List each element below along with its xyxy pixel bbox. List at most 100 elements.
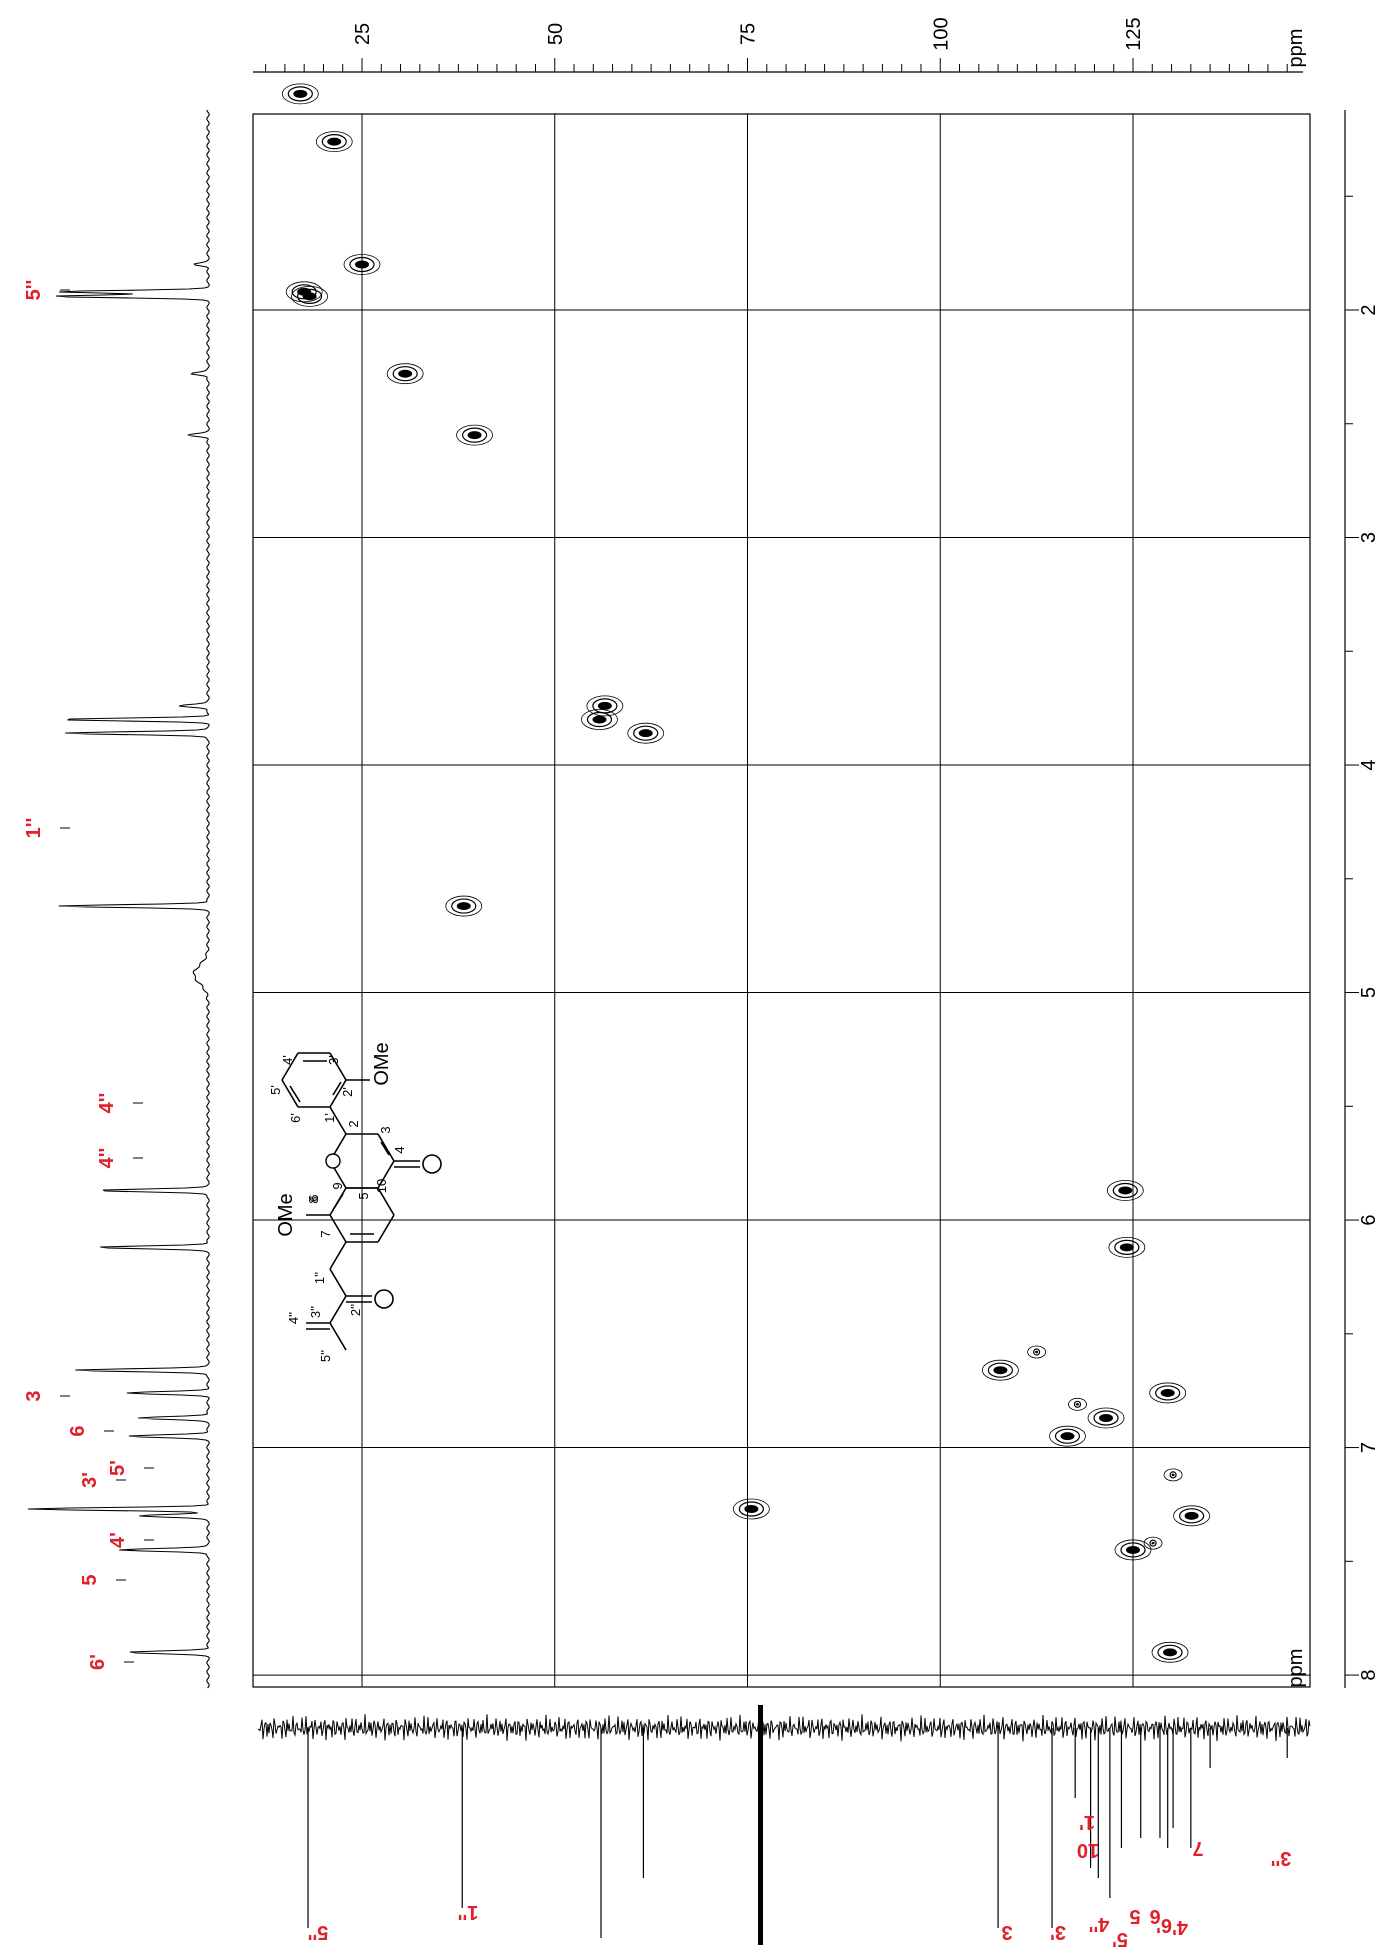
carbon-tick-label: 25 (352, 23, 374, 45)
proton-peak-label: 4'' (96, 1093, 118, 1114)
cross-peak-outer-contour (1151, 1641, 1189, 1663)
cross-peak-core (1171, 1473, 1175, 1477)
ring-b-atom-label: 2' (340, 1087, 355, 1097)
proton-1d-spectrum (27, 109, 210, 1689)
plot-frame (252, 113, 1311, 1688)
proton-peak-label: 6' (87, 1654, 109, 1670)
cross-peak-contour (592, 698, 618, 714)
cross-peak-core (297, 287, 312, 296)
cross-peak-contour (1054, 1428, 1081, 1444)
ring-b-double-bond (289, 1085, 301, 1103)
ring-b-atom-label: 1' (322, 1113, 337, 1123)
proton-tick-label: 3 (1358, 532, 1380, 543)
cross-peak-outer-contour (1163, 1468, 1183, 1482)
side-chain-atom-label: 1'' (312, 1272, 327, 1284)
cross-peak-outer-contour (1087, 1407, 1125, 1429)
cross-peak-core (1126, 1545, 1140, 1554)
cross-peak-outer-contour (386, 363, 424, 385)
solvent-peak (758, 1705, 763, 1945)
cross-peak (1173, 1505, 1210, 1527)
cross-peak-core (398, 369, 413, 378)
side-chain-atom-label: 5'' (318, 1350, 333, 1362)
carbon-peak-label: 4'' (1089, 1913, 1110, 1935)
inter-ring-bond (329, 1106, 347, 1135)
cross-peak-outer-contour (291, 285, 328, 307)
proton-tick-label: 7 (1358, 1442, 1380, 1453)
cross-peak-outer-contour (1108, 1236, 1146, 1258)
cross-peak (981, 1359, 1019, 1381)
cross-peak-core (1151, 1541, 1155, 1545)
cross-peak (445, 895, 483, 917)
ring-b-bond (329, 1052, 347, 1081)
cross-peak-contour (1149, 1539, 1157, 1547)
cross-peak-contour (451, 898, 477, 914)
ring-ac-atom-label: 2 (346, 1120, 361, 1127)
cross-peak-core (1060, 1432, 1075, 1441)
cross-peak (1151, 1641, 1189, 1663)
cross-peak-contour (1157, 1644, 1183, 1660)
cross-peak-core (1075, 1403, 1079, 1406)
cross-peak-core (1184, 1511, 1199, 1520)
ring-b-atom-label: 4' (280, 1055, 295, 1065)
proton-peak-labels: 5'' 1'' 4'' 4'' 3 6 5' 3' 4' 5 6' (23, 280, 154, 1670)
cross-peak-contour (633, 725, 659, 741)
cross-peak-contour (1178, 1508, 1205, 1524)
ring-b-double-bond (332, 1081, 342, 1096)
cross-peak (285, 281, 323, 303)
cross-peak-outer-contour (586, 695, 624, 717)
proton-trace (27, 109, 210, 1689)
cross-peak-contour (738, 1501, 764, 1517)
cross-peak-core (744, 1504, 759, 1513)
ring-oxygen (325, 1153, 341, 1169)
ring-ac-atom-label: 9 (330, 1182, 345, 1189)
carbon-tick-label: 100 (930, 17, 952, 50)
cross-peak-core (327, 137, 342, 146)
carbon-tick-label: 50 (545, 23, 567, 45)
side-chain-atom-label: 3'' (308, 1306, 323, 1318)
ring-a-bond (329, 1214, 347, 1243)
carbon-peak-label: 7 (1192, 1837, 1203, 1859)
cross-peak (627, 722, 665, 744)
cross-peak-outer-contour (732, 1498, 770, 1520)
carbon-peak-label: 1' (1079, 1811, 1095, 1833)
ring-b-bond (281, 1052, 299, 1081)
ring-c-bond (377, 1160, 395, 1189)
ring-ac-atom-label: 3 (378, 1126, 393, 1133)
cross-peak-outer-contour (1106, 1180, 1144, 1201)
cross-peak (386, 363, 424, 385)
cross-peak (1143, 1536, 1163, 1550)
carbon-axis: 25 50 75 100 125 (253, 17, 1303, 73)
cross-peaks (281, 83, 1210, 1663)
proton-peak-label: 1'' (23, 818, 45, 839)
cross-peak-outer-contour (1027, 1345, 1047, 1359)
proton-peak-label: 5 (79, 1574, 101, 1585)
cross-peak-core (1160, 1388, 1175, 1397)
ring-a-double-bond (332, 1193, 344, 1211)
proton-tick-label: 6 (1358, 1214, 1380, 1225)
cross-peak-contour (1120, 1542, 1146, 1558)
cross-peak-outer-contour (456, 424, 493, 446)
ring-b-atom-label: 5' (268, 1085, 283, 1095)
carbon-peak-label: 5 (1129, 1905, 1140, 1927)
cross-peak-core (456, 902, 471, 911)
carbon-axis-unit: ppm (1285, 29, 1307, 68)
cross-peak-core (1035, 1350, 1039, 1354)
carbon-1d-spectrum (257, 1705, 1311, 1945)
ring-c-bond (377, 1133, 395, 1162)
proton-axis: 2 3 4 5 6 7 8 (1344, 110, 1380, 1688)
proton-tick-label: 8 (1358, 1670, 1380, 1681)
cross-peak (1163, 1468, 1183, 1482)
cross-peak (586, 695, 624, 717)
ring-a-bond (377, 1214, 395, 1243)
side-chain-atom-label: 4'' (286, 1312, 301, 1324)
carbon-peak-label: 5'' (308, 1921, 329, 1943)
ring-b-bond (329, 1079, 347, 1108)
cross-peak-outer-contour (445, 895, 483, 917)
cross-peak-contour (1155, 1385, 1181, 1401)
cross-peak-core (1099, 1413, 1114, 1422)
cross-peak-contour (1093, 1410, 1119, 1426)
cross-peak-outer-contour (1068, 1397, 1087, 1411)
proton-tick-label: 5 (1358, 987, 1380, 998)
cross-peak-outer-contour (343, 254, 381, 275)
